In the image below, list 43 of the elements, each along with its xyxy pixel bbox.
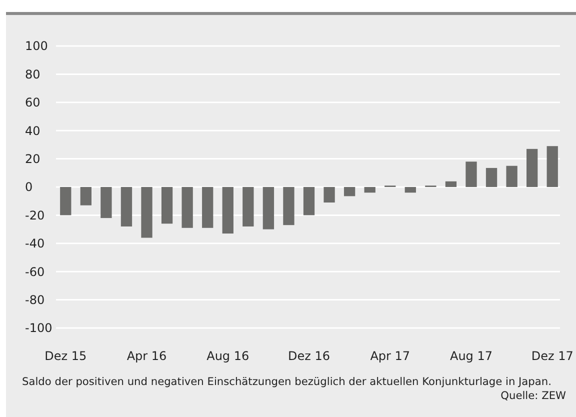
bar: [242, 187, 254, 226]
x-tick-label: Apr 16: [126, 349, 167, 363]
bar: [262, 187, 274, 230]
bar: [445, 181, 457, 187]
bar: [100, 187, 112, 218]
y-tick-label: 20: [25, 152, 40, 166]
x-tick-label: Dez 15: [44, 349, 87, 363]
y-tick-label: -40: [25, 236, 45, 251]
bar: [202, 187, 214, 228]
y-tick-label: -60: [25, 264, 45, 279]
bar: [506, 166, 518, 187]
bar: [80, 187, 92, 206]
source-note: Quelle: ZEW: [500, 389, 566, 403]
bar: [182, 187, 193, 228]
bar: [344, 187, 356, 196]
text: Saldo der positiven und negativen Einschätzungen bezüglich der aktuellen Konjunkturlage in Japan.: [22, 375, 552, 389]
y-tick-label: 80: [25, 67, 40, 82]
y-tick-label: 60: [25, 96, 40, 110]
bar: [141, 187, 152, 238]
bar: [120, 187, 132, 226]
bar: [283, 187, 294, 226]
bar: [364, 187, 376, 193]
x-tick-label: Dez 17: [531, 349, 574, 363]
y-tick-label: -100: [25, 321, 52, 336]
y-tick-label: -20: [25, 208, 45, 222]
y-tick-label: 100: [25, 39, 48, 54]
bar: [404, 187, 416, 193]
x-tick-label: Apr 17: [370, 349, 410, 363]
bar: [324, 187, 335, 203]
y-tick-label: 0: [25, 180, 33, 194]
y-tick-label: 40: [25, 124, 40, 138]
bar: [303, 187, 315, 216]
y-tick-label: -80: [25, 293, 45, 307]
bar: [526, 148, 538, 187]
bar: [60, 187, 72, 216]
bar: [486, 168, 498, 187]
bar: [161, 187, 173, 224]
bar: [222, 187, 234, 234]
x-tick-label: Aug 16: [206, 349, 250, 363]
x-tick-label: Dez 16: [288, 349, 330, 363]
bar: [546, 146, 558, 187]
x-tick-label: Aug 17: [450, 349, 492, 363]
bar: [466, 162, 477, 187]
